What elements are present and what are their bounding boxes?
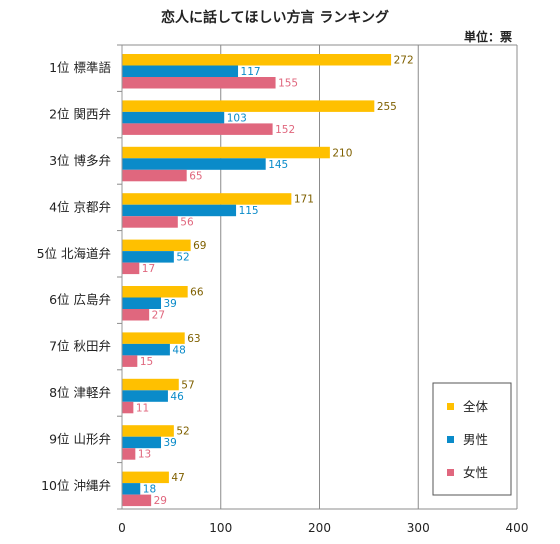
data-label: 117	[241, 66, 261, 78]
bar-male	[122, 204, 237, 217]
category-label: 6位 広島弁	[49, 292, 111, 307]
bar-male	[122, 343, 170, 356]
data-label: 52	[176, 426, 189, 438]
data-label: 52	[176, 252, 189, 264]
data-label: 65	[189, 170, 202, 182]
data-label: 152	[275, 124, 295, 136]
legend-label: 女性	[463, 465, 488, 480]
category-label: 4位 京都弁	[49, 199, 111, 214]
data-label: 255	[377, 101, 397, 113]
bar-female	[122, 216, 178, 228]
category-label: 7位 秋田弁	[49, 339, 111, 354]
category-label: 10位 沖縄弁	[41, 478, 111, 493]
bar-female	[122, 169, 187, 182]
bar-total	[122, 332, 185, 344]
x-tick-label: 300	[407, 521, 430, 535]
data-label: 13	[138, 449, 151, 461]
data-label: 29	[154, 495, 167, 507]
data-label: 15	[140, 356, 153, 368]
category-label: 3位 博多弁	[49, 153, 111, 168]
bar-male	[122, 111, 225, 124]
x-tick-label: 0	[118, 521, 126, 535]
unit-label: 単位：票	[464, 29, 512, 44]
data-label: 57	[181, 379, 194, 391]
bar-female	[122, 494, 152, 507]
bar-total	[122, 146, 330, 159]
data-label: 39	[164, 298, 177, 310]
legend-label: 全体	[463, 399, 489, 414]
data-label: 145	[268, 159, 288, 171]
data-label: 56	[180, 217, 194, 229]
bar-female	[122, 123, 273, 135]
data-label: 27	[152, 310, 165, 322]
data-label: 47	[171, 472, 184, 484]
category-label: 1位 標準語	[49, 60, 111, 75]
bar-male	[122, 65, 239, 77]
category-label: 5位 北海道弁	[37, 246, 111, 261]
bar-total	[122, 378, 179, 391]
x-tick-label: 200	[308, 521, 331, 535]
data-label: 69	[193, 240, 206, 252]
bar-male	[122, 297, 162, 309]
bar-total	[122, 425, 174, 437]
bar-female	[122, 355, 138, 367]
chart-title: 恋人に話してほしい方言 ランキング	[161, 9, 389, 26]
bar-total	[122, 54, 392, 66]
bar-male	[122, 251, 174, 263]
legend-swatch	[447, 436, 454, 443]
bar-male	[122, 436, 162, 449]
x-axis-ticks: 0 100 200 300 400	[118, 521, 528, 535]
data-label: 155	[278, 78, 298, 90]
category-label: 8位 津軽弁	[49, 385, 111, 400]
bars	[122, 54, 392, 507]
x-tick-label: 400	[506, 521, 529, 535]
bar-female	[122, 448, 136, 460]
bar-female	[122, 262, 140, 275]
bar-total	[122, 100, 375, 112]
data-label: 115	[239, 205, 259, 217]
legend-box	[432, 382, 512, 496]
legend-label: 男性	[463, 432, 488, 447]
bar-total	[122, 239, 191, 252]
data-label: 210	[332, 147, 352, 159]
bar-male	[122, 390, 168, 402]
data-label: 66	[190, 287, 204, 299]
data-label: 39	[164, 437, 177, 449]
bar-total	[122, 286, 188, 298]
category-label: 2位 関西弁	[49, 107, 111, 122]
data-label: 46	[170, 391, 184, 403]
legend-swatch	[447, 403, 454, 410]
bar-female	[122, 309, 150, 321]
legend-swatch	[447, 469, 454, 476]
data-label: 171	[294, 194, 314, 206]
data-label: 11	[136, 402, 149, 414]
bar-male	[122, 158, 266, 170]
bar-total	[122, 471, 169, 484]
x-tick-label: 100	[209, 521, 232, 535]
category-labels: 1位 標準語 2位 関西弁 3位 博多弁 4位 京都弁 5位 北海道弁 6位 広島弁 7位 …	[37, 60, 112, 493]
data-label: 18	[143, 484, 156, 496]
data-label: 48	[172, 344, 185, 356]
category-label: 9位 山形弁	[49, 431, 111, 446]
bar-male	[122, 483, 141, 495]
data-label: 17	[142, 263, 155, 275]
bar-female	[122, 401, 134, 414]
bar-female	[122, 77, 276, 89]
data-label: 63	[187, 333, 200, 345]
data-label: 103	[227, 112, 247, 124]
data-label: 272	[394, 55, 414, 67]
data-labels: 2722552101716966635752471171031451155239…	[136, 55, 414, 508]
bar-total	[122, 193, 292, 205]
